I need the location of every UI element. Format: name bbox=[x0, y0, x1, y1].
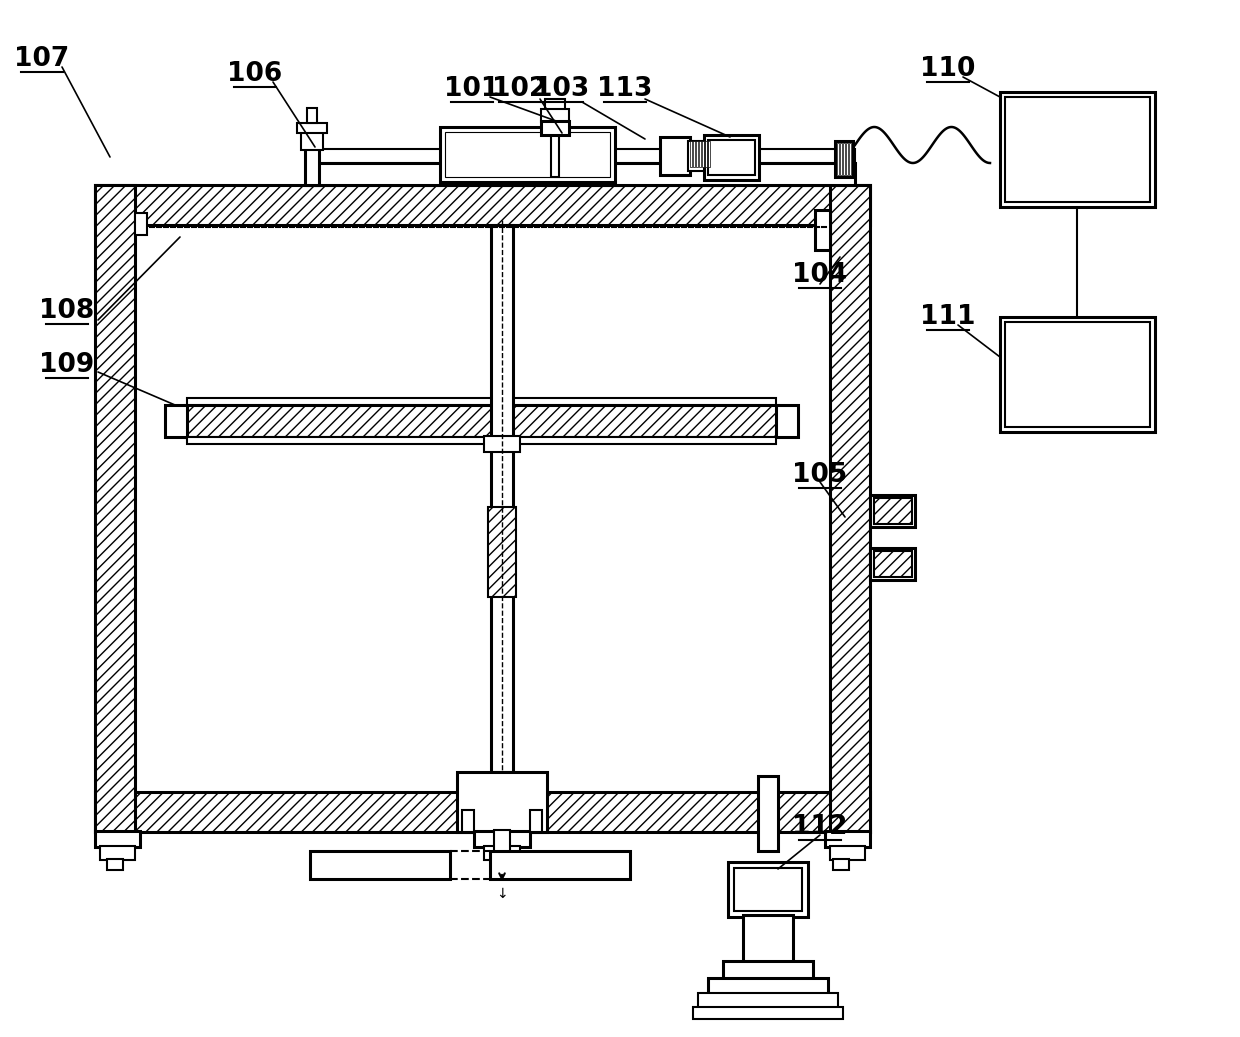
Bar bbox=[758, 776, 777, 851]
Bar bbox=[107, 859, 123, 870]
Bar bbox=[310, 163, 856, 185]
Bar bbox=[822, 213, 830, 243]
Bar bbox=[463, 810, 474, 832]
Bar bbox=[874, 498, 911, 524]
Text: 107: 107 bbox=[15, 46, 69, 72]
Bar bbox=[496, 853, 508, 870]
Bar bbox=[474, 831, 529, 847]
Bar bbox=[723, 961, 813, 979]
Bar bbox=[310, 149, 856, 163]
Bar bbox=[693, 1007, 843, 1019]
Text: 102: 102 bbox=[492, 76, 548, 102]
Bar bbox=[830, 846, 866, 860]
Bar bbox=[95, 792, 870, 832]
Bar bbox=[445, 132, 610, 177]
Bar bbox=[529, 810, 542, 832]
Bar bbox=[95, 831, 140, 847]
Bar bbox=[837, 143, 839, 175]
Bar bbox=[100, 846, 135, 860]
Bar bbox=[551, 107, 559, 177]
Bar bbox=[776, 405, 799, 437]
Bar bbox=[704, 135, 759, 180]
Bar bbox=[728, 862, 808, 917]
Bar bbox=[830, 185, 870, 832]
Text: 103: 103 bbox=[534, 76, 590, 102]
Bar bbox=[484, 846, 520, 860]
Bar bbox=[833, 859, 849, 870]
Bar bbox=[870, 548, 915, 580]
Bar bbox=[135, 213, 148, 235]
Bar bbox=[484, 436, 520, 452]
Bar bbox=[165, 405, 187, 437]
Bar bbox=[494, 830, 510, 854]
Bar bbox=[541, 121, 569, 135]
Bar bbox=[1004, 323, 1149, 427]
Bar bbox=[999, 92, 1154, 207]
Bar bbox=[185, 405, 777, 437]
Text: 110: 110 bbox=[920, 56, 976, 82]
Bar bbox=[1004, 97, 1149, 202]
Bar bbox=[839, 143, 842, 175]
Text: 106: 106 bbox=[227, 61, 283, 87]
Bar bbox=[734, 868, 802, 910]
Bar bbox=[693, 141, 694, 167]
Bar bbox=[849, 143, 851, 175]
Bar bbox=[489, 507, 516, 597]
Bar bbox=[708, 141, 711, 167]
Text: 113: 113 bbox=[598, 76, 652, 102]
Bar bbox=[708, 140, 755, 175]
Bar bbox=[95, 185, 135, 832]
Bar bbox=[698, 993, 838, 1009]
Bar bbox=[696, 141, 698, 167]
Bar bbox=[308, 108, 317, 123]
Bar bbox=[491, 225, 513, 772]
Text: 111: 111 bbox=[920, 304, 976, 330]
Bar bbox=[743, 915, 794, 962]
Bar bbox=[298, 123, 327, 133]
Bar bbox=[688, 141, 706, 171]
Bar bbox=[660, 137, 689, 175]
Bar bbox=[699, 141, 701, 167]
Bar bbox=[702, 141, 704, 167]
Bar bbox=[95, 185, 870, 225]
Text: 112: 112 bbox=[792, 814, 848, 840]
Text: 101: 101 bbox=[444, 76, 500, 102]
Bar bbox=[846, 143, 848, 175]
Bar bbox=[546, 99, 565, 111]
Bar bbox=[310, 851, 450, 879]
Bar bbox=[689, 141, 692, 167]
Bar bbox=[541, 109, 569, 122]
Bar bbox=[708, 978, 828, 994]
Bar bbox=[999, 317, 1154, 432]
Bar bbox=[490, 851, 630, 879]
Bar bbox=[815, 211, 830, 250]
Text: ↓: ↓ bbox=[496, 887, 508, 901]
Text: 108: 108 bbox=[40, 298, 94, 324]
Text: 105: 105 bbox=[792, 463, 848, 488]
Bar bbox=[835, 141, 853, 177]
Bar bbox=[187, 437, 776, 444]
Text: 109: 109 bbox=[40, 352, 94, 379]
Bar bbox=[301, 130, 322, 150]
Bar bbox=[305, 133, 319, 185]
Bar bbox=[825, 831, 870, 847]
Bar bbox=[870, 495, 915, 527]
Bar bbox=[187, 398, 776, 405]
Text: 104: 104 bbox=[792, 262, 848, 288]
Bar bbox=[874, 551, 911, 577]
Bar bbox=[458, 772, 547, 832]
Bar bbox=[843, 143, 844, 175]
Bar bbox=[706, 141, 707, 167]
Bar bbox=[440, 127, 615, 183]
